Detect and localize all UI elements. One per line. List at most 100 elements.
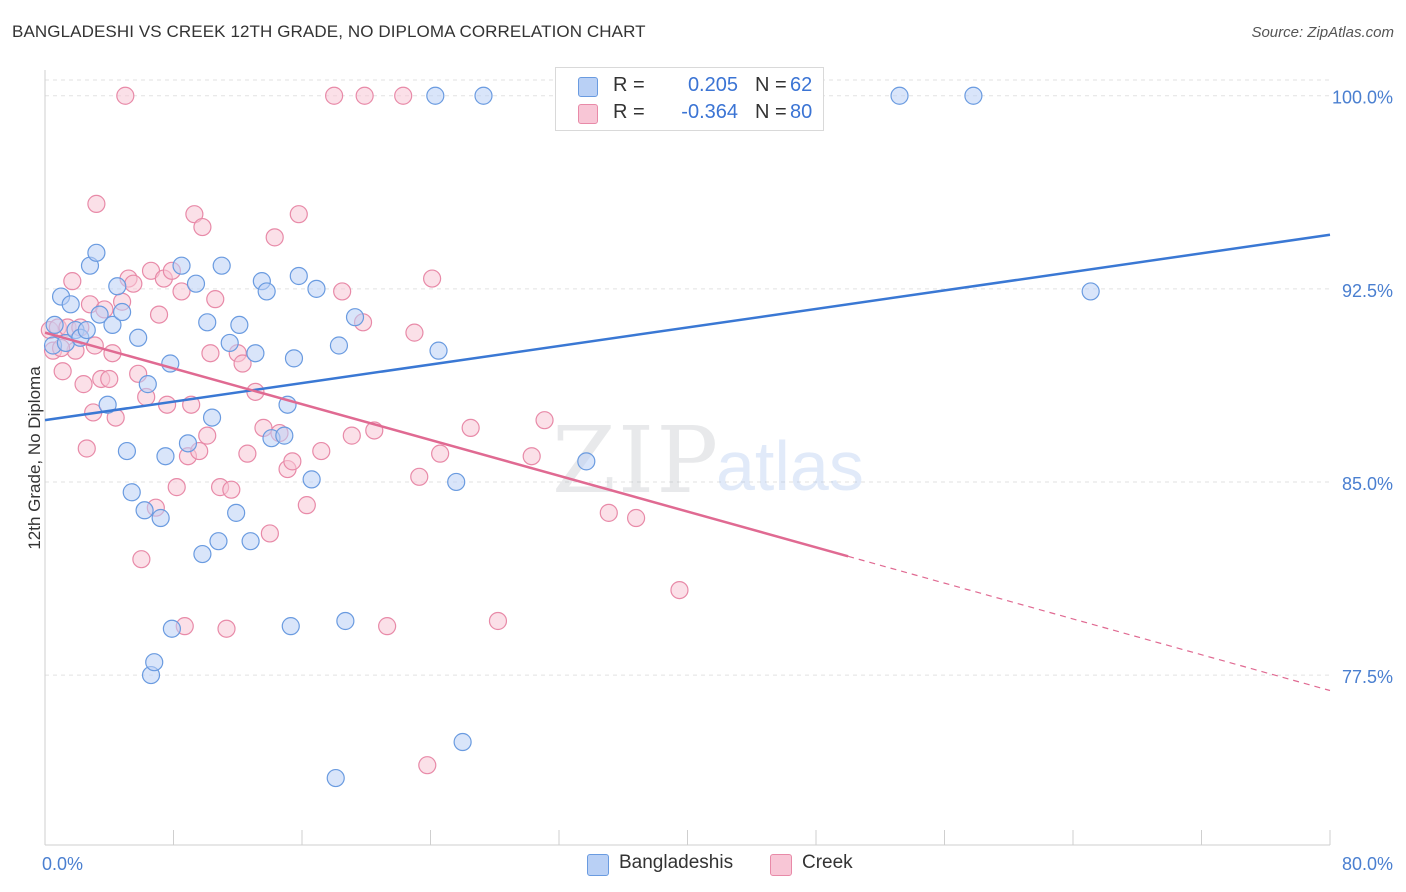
legend-r-label: R = xyxy=(613,101,645,123)
data-point xyxy=(336,611,355,631)
bottom-legend-label: Creek xyxy=(802,852,853,873)
data-point xyxy=(117,441,137,461)
watermark: ZIP atlas xyxy=(552,407,864,514)
data-point xyxy=(149,305,169,324)
y-tick-label: 85.0% xyxy=(1342,474,1393,494)
data-point xyxy=(474,86,493,105)
data-point xyxy=(162,619,181,638)
data-point xyxy=(233,354,252,373)
data-point xyxy=(283,452,302,471)
data-point xyxy=(964,86,983,105)
data-point xyxy=(289,205,308,224)
data-point xyxy=(423,269,442,288)
data-point xyxy=(599,503,618,522)
data-point xyxy=(98,395,117,414)
bottom-legend-swatch-bangladeshis xyxy=(587,854,609,876)
legend-n-label: N = xyxy=(755,101,787,123)
data-point xyxy=(74,375,93,394)
data-point xyxy=(257,282,276,301)
data-point xyxy=(108,277,127,296)
data-point xyxy=(145,653,164,672)
y-tick-label: 100.0% xyxy=(1332,88,1393,108)
data-point xyxy=(217,619,236,638)
data-point xyxy=(429,341,448,360)
data-point xyxy=(198,313,217,332)
data-point xyxy=(151,508,170,528)
watermark-atlas: atlas xyxy=(716,427,864,505)
bangladeshi-points xyxy=(43,86,1100,788)
data-point xyxy=(410,467,429,486)
data-point xyxy=(201,344,220,363)
creek-points xyxy=(40,86,689,775)
correlation-legend: R = 0.205 N = 62 R = -0.364 N = 80 xyxy=(555,67,824,131)
data-point xyxy=(342,426,361,445)
data-point xyxy=(326,768,345,788)
data-point xyxy=(394,86,413,105)
data-point xyxy=(333,282,352,301)
data-point xyxy=(522,447,541,466)
source-note: Source: ZipAtlas.com xyxy=(1251,24,1394,41)
y-tick-labels: 100.0% 92.5% 85.0% 77.5% xyxy=(1332,88,1393,687)
data-point xyxy=(284,349,304,368)
data-point xyxy=(222,480,241,499)
data-point xyxy=(61,295,80,314)
data-point xyxy=(227,503,246,522)
data-point xyxy=(453,732,472,752)
gridlines xyxy=(45,79,1330,676)
x-tick-labels: 0.0% 80.0% xyxy=(42,854,1393,874)
y-axis-label: 12th Grade, No Diploma xyxy=(25,366,44,550)
data-point xyxy=(302,470,321,489)
data-point xyxy=(185,205,204,224)
data-point xyxy=(202,408,222,427)
data-point xyxy=(426,86,445,105)
legend-r-value: -0.364 xyxy=(681,101,738,123)
legend-r-value: 0.205 xyxy=(687,74,738,96)
data-point xyxy=(87,194,106,213)
data-point xyxy=(124,274,143,293)
data-point xyxy=(198,426,217,445)
axes xyxy=(44,70,1331,846)
trend-line-extension xyxy=(847,555,1331,692)
data-point xyxy=(45,315,64,335)
data-point xyxy=(100,369,119,389)
legend-n-value: 80 xyxy=(790,101,813,123)
data-point xyxy=(488,611,508,631)
legend-swatch-bangladeshis xyxy=(578,77,598,97)
trend-line xyxy=(44,331,849,558)
chart-title: BANGLADESHI VS CREEK 12TH GRADE, NO DIPL… xyxy=(12,22,646,41)
data-point xyxy=(241,532,260,551)
data-point xyxy=(167,478,186,497)
data-point xyxy=(212,256,231,275)
data-point xyxy=(156,447,175,466)
data-point xyxy=(355,86,374,105)
data-point xyxy=(626,508,646,528)
data-point xyxy=(325,86,344,105)
y-tick-label: 92.5% xyxy=(1342,281,1393,301)
data-point xyxy=(220,333,239,353)
data-point xyxy=(431,444,450,463)
data-point xyxy=(289,266,308,286)
legend-swatch-creek xyxy=(578,104,598,124)
y-tick-label: 77.5% xyxy=(1342,667,1393,687)
data-point xyxy=(135,501,154,520)
legend-r-label: R = xyxy=(613,74,645,96)
data-point xyxy=(577,452,596,471)
data-point xyxy=(307,279,326,298)
data-point xyxy=(116,86,135,105)
legend-n-label: N = xyxy=(755,74,787,96)
data-point xyxy=(186,274,206,293)
data-point xyxy=(112,302,132,322)
data-point xyxy=(193,544,212,564)
data-point xyxy=(209,532,228,551)
data-point xyxy=(230,315,249,335)
data-point xyxy=(172,282,191,301)
data-point xyxy=(129,328,148,347)
data-point xyxy=(535,411,554,430)
data-point xyxy=(890,86,909,105)
data-point xyxy=(132,550,151,569)
data-point xyxy=(103,315,122,335)
trend-lines xyxy=(44,233,1331,692)
data-point xyxy=(378,617,397,636)
trend-line xyxy=(44,233,1331,422)
data-point xyxy=(172,256,191,275)
